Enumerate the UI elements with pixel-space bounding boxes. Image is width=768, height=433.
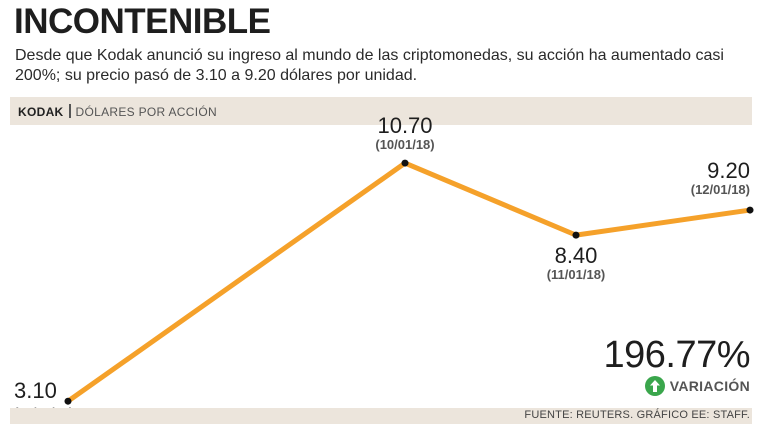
chart-title: INCONTENIBLE	[14, 2, 271, 41]
data-value-label: 3.10	[14, 378, 57, 403]
date-label: (10/01/18)	[375, 137, 434, 152]
brand-label: KODAK	[18, 105, 64, 119]
data-point	[401, 159, 409, 167]
arrow-up-icon	[644, 376, 665, 396]
data-value-label: 9.20	[707, 158, 750, 183]
data-value-label: 8.40	[555, 243, 598, 268]
series-line	[65, 160, 753, 404]
unit-label: DÓLARES POR ACCIÓN	[75, 105, 217, 119]
chart-subtitle: Desde que Kodak anunció su ingreso al mu…	[15, 47, 724, 84]
series-label: KODAK DÓLARES POR ACCIÓN	[18, 104, 217, 119]
date-label: (11/01/18)	[547, 267, 606, 282]
source-note: FUENTE: REUTERS. GRÁFICO EE: STAFF.	[524, 409, 750, 421]
data-point	[746, 206, 754, 214]
variation-value: 196.77%	[603, 334, 750, 376]
date-label: (12/01/18)	[691, 182, 750, 197]
header-band	[10, 97, 752, 125]
variation-badge: VARIACIÓN	[644, 376, 750, 396]
data-value-label: 10.70	[377, 113, 432, 138]
variation-label: VARIACIÓN	[669, 378, 750, 394]
footer-band	[10, 408, 752, 424]
data-point	[572, 231, 580, 239]
data-point	[64, 397, 72, 405]
separator	[68, 104, 71, 118]
